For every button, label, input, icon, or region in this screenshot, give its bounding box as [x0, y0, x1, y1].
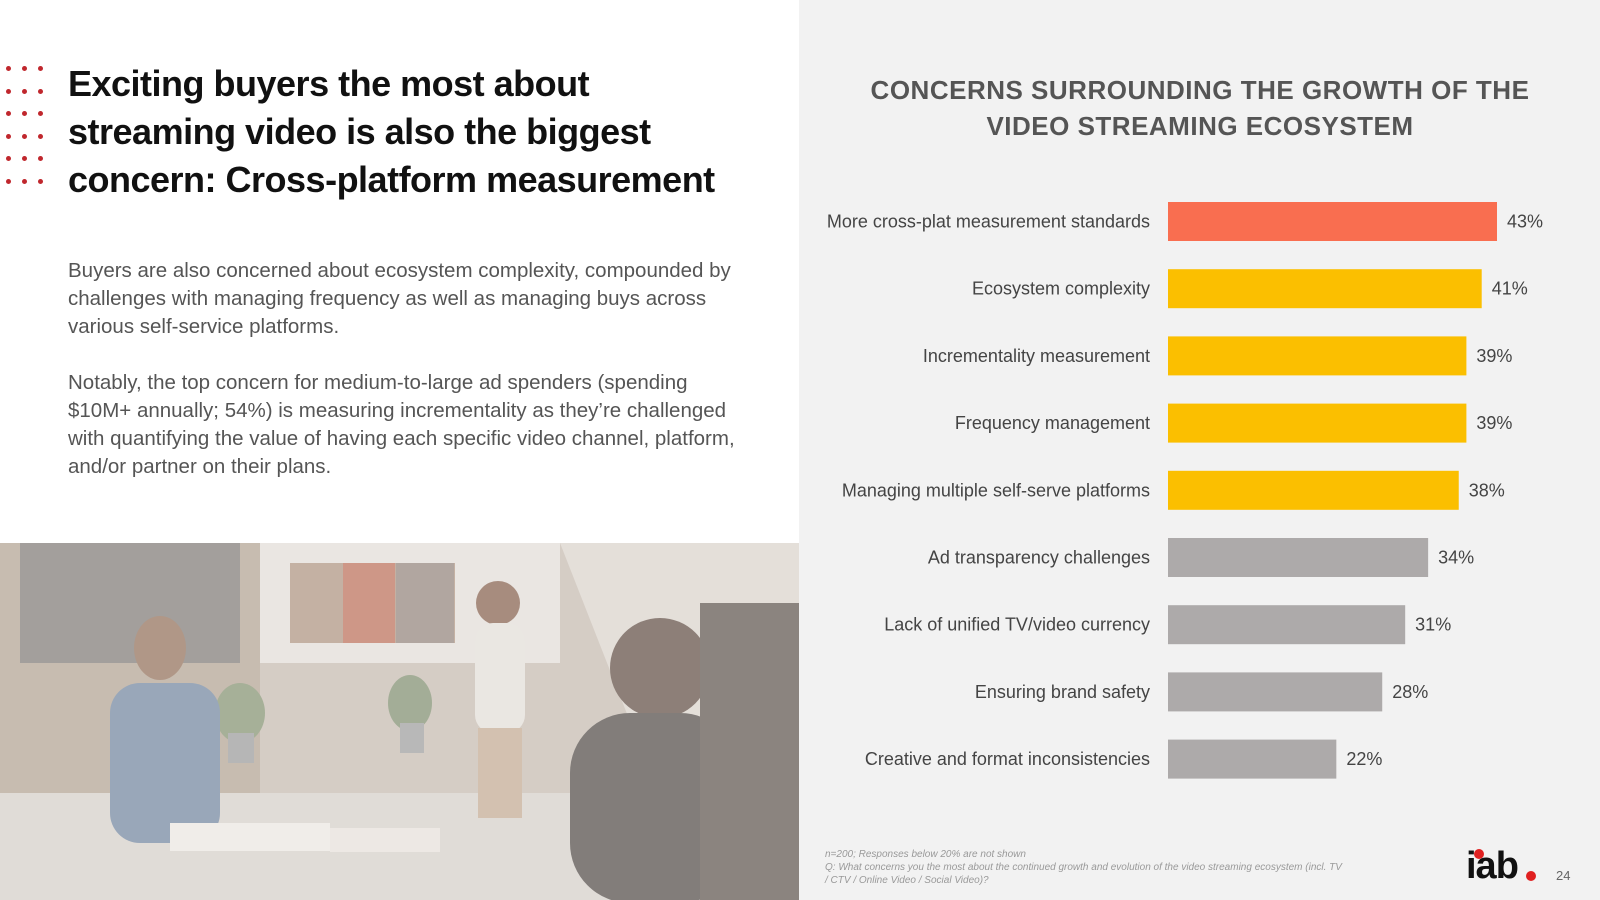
- decorative-dot: [6, 66, 11, 71]
- decorative-dot-grid: [6, 66, 50, 206]
- bar: [1168, 202, 1497, 241]
- bar: [1168, 538, 1429, 577]
- decorative-dot: [38, 66, 43, 71]
- logo-period-dot: [1526, 871, 1536, 881]
- value-label: 38%: [1469, 480, 1505, 500]
- category-label: Lack of unified TV/video currency: [884, 615, 1150, 635]
- category-label: Creative and format inconsistencies: [865, 749, 1150, 769]
- bar: [1168, 605, 1406, 645]
- body-paragraph-2: Notably, the top concern for medium-to-l…: [68, 371, 735, 478]
- bar: [1168, 269, 1482, 309]
- meeting-photo: [0, 543, 799, 900]
- decorative-dot: [38, 178, 43, 184]
- decorative-dot: [38, 111, 43, 116]
- value-label: 34%: [1438, 548, 1474, 568]
- bar: [1168, 739, 1337, 779]
- logo-i-dot: [1474, 849, 1484, 859]
- decorative-dot: [38, 133, 43, 139]
- page-number: 24: [1556, 868, 1571, 883]
- slide-title: Exciting buyers the most about streaming…: [68, 63, 715, 200]
- footnote: n=200; Responses below 20% are not shown…: [825, 848, 1345, 887]
- decorative-dot: [22, 88, 27, 94]
- bar: [1168, 403, 1467, 443]
- category-label: More cross-plat measurement standards: [827, 212, 1150, 232]
- value-label: 39%: [1476, 346, 1512, 366]
- bar-chart: More cross-plat measurement standards 43%…: [827, 202, 1543, 779]
- bar: [1168, 336, 1467, 376]
- decorative-dot: [22, 111, 27, 116]
- body-paragraph-1: Buyers are also concerned about ecosyste…: [68, 259, 731, 338]
- decorative-dot: [6, 111, 11, 116]
- decorative-dot: [6, 178, 11, 184]
- meeting-photo-illustration: [0, 543, 799, 900]
- decorative-dot: [22, 178, 27, 184]
- category-label: Ecosystem complexity: [972, 279, 1150, 299]
- category-label: Frequency management: [955, 413, 1150, 433]
- decorative-dot: [6, 156, 11, 161]
- left-panel: Exciting buyers the most about streaming…: [0, 0, 799, 900]
- decorative-dot: [38, 88, 43, 94]
- value-label: 41%: [1492, 279, 1528, 299]
- value-label: 28%: [1392, 682, 1428, 702]
- decorative-dot: [38, 156, 43, 161]
- bar: [1168, 470, 1459, 510]
- footnote-sample: n=200; Responses below 20% are not shown: [825, 849, 1026, 860]
- category-label: Ensuring brand safety: [975, 682, 1150, 702]
- category-label: Managing multiple self-serve platforms: [842, 480, 1150, 500]
- decorative-dot: [22, 156, 27, 161]
- value-label: 43%: [1507, 212, 1543, 232]
- chart-title: CONCERNS SURROUNDING THE GROWTH OF THE V…: [870, 75, 1530, 141]
- decorative-dot: [22, 66, 27, 71]
- value-label: 22%: [1346, 749, 1382, 769]
- value-label: 39%: [1476, 413, 1512, 433]
- decorative-dot: [22, 133, 27, 139]
- category-label: Incrementality measurement: [923, 346, 1150, 366]
- decorative-dot: [6, 88, 11, 94]
- bar: [1168, 672, 1383, 712]
- decorative-dot: [6, 133, 11, 139]
- value-label: 31%: [1415, 615, 1451, 635]
- category-label: Ad transparency challenges: [928, 548, 1150, 568]
- footnote-question: Q: What concerns you the most about the …: [825, 862, 1342, 886]
